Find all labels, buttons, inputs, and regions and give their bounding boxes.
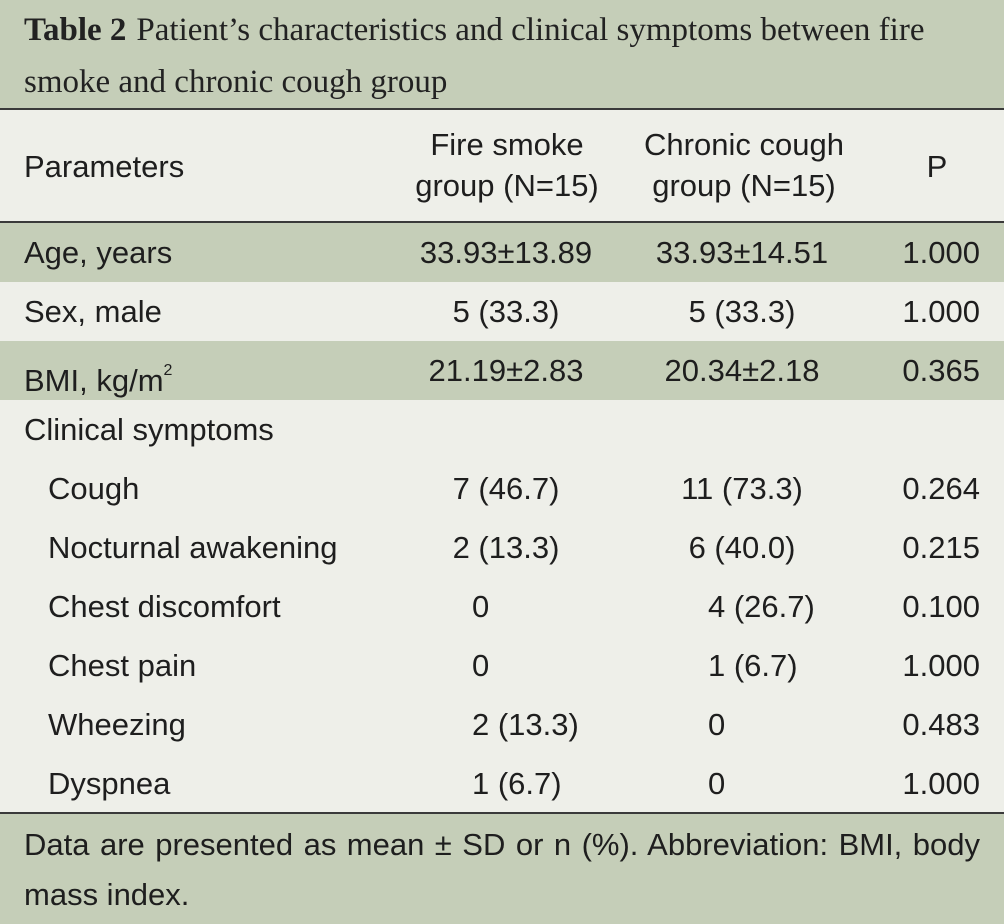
cell-fire: 2 (13.3) bbox=[472, 707, 579, 742]
cell-fire: 21.19±2.83 bbox=[428, 353, 584, 388]
header-chronic-line1: Chronic cough bbox=[644, 127, 844, 162]
cell-param-text: BMI, kg/m bbox=[24, 363, 164, 398]
cell-fire: 5 (33.3) bbox=[452, 294, 560, 329]
cell-chronic: 6 (40.0) bbox=[688, 530, 796, 565]
table-row: Nocturnal awakening 2 (13.3) 6 (40.0) 0.… bbox=[0, 518, 1004, 577]
cell-chronic: 1 (6.7) bbox=[708, 648, 798, 683]
table-header: Parameters Fire smoke group (N=15) Chron… bbox=[0, 110, 1004, 222]
cell-chronic: 0 bbox=[708, 707, 726, 742]
table-footnote: Data are presented as mean ± SD or n (%)… bbox=[0, 814, 1004, 924]
cell-p: 0.365 bbox=[902, 353, 980, 388]
cell-fire: 0 bbox=[472, 589, 490, 624]
cell-fire: 1 (6.7) bbox=[472, 766, 562, 801]
cell-p: 1.000 bbox=[902, 294, 980, 329]
table-row-section: Clinical symptoms bbox=[0, 400, 1004, 459]
cell-p: 0.483 bbox=[902, 707, 980, 742]
cell-chronic: 4 (26.7) bbox=[708, 589, 815, 624]
cell-fire: 7 (46.7) bbox=[452, 471, 560, 506]
cell-chronic: 5 (33.3) bbox=[688, 294, 796, 329]
header-fire-line2: group (N=15) bbox=[415, 168, 599, 203]
header-chronic-line2: group (N=15) bbox=[652, 168, 836, 203]
cell-param: BMI, kg/m2 bbox=[24, 341, 172, 410]
cell-p: 1.000 bbox=[902, 235, 980, 270]
header-p: P bbox=[926, 149, 948, 184]
header-parameters: Parameters bbox=[24, 149, 185, 184]
table-row: Age, years 33.93±13.89 33.93±14.51 1.000 bbox=[0, 223, 1004, 282]
cell-chronic: 33.93±14.51 bbox=[655, 235, 829, 270]
table-row: Chest discomfort 0 4 (26.7) 0.100 bbox=[0, 577, 1004, 636]
cell-chronic: 11 (73.3) bbox=[681, 471, 803, 506]
table-title: Patient’s characteristics and clinical s… bbox=[24, 12, 925, 100]
cell-p: 0.264 bbox=[902, 471, 980, 506]
header-fire-line1: Fire smoke bbox=[430, 127, 584, 162]
cell-p: 1.000 bbox=[902, 766, 980, 801]
cell-param: Cough bbox=[48, 471, 140, 506]
table-row: Chest pain 0 1 (6.7) 1.000 bbox=[0, 636, 1004, 695]
top-rule bbox=[0, 108, 1004, 110]
cell-param: Dyspnea bbox=[48, 766, 171, 801]
cell-param: Clinical symptoms bbox=[24, 412, 274, 447]
cell-fire: 33.93±13.89 bbox=[419, 235, 593, 270]
cell-param: Nocturnal awakening bbox=[48, 530, 338, 565]
table-row: Sex, male 5 (33.3) 5 (33.3) 1.000 bbox=[0, 282, 1004, 341]
cell-p: 0.100 bbox=[902, 589, 980, 624]
cell-p: 0.215 bbox=[902, 530, 980, 565]
header-chronic-cough: Chronic cough group (N=15) bbox=[628, 124, 860, 206]
table-row: Dyspnea 1 (6.7) 0 1.000 bbox=[0, 754, 1004, 813]
cell-param: Wheezing bbox=[48, 707, 186, 742]
cell-param: Chest discomfort bbox=[48, 589, 281, 624]
cell-p: 1.000 bbox=[902, 648, 980, 683]
cell-chronic: 20.34±2.18 bbox=[664, 353, 820, 388]
table-row: Wheezing 2 (13.3) 0 0.483 bbox=[0, 695, 1004, 754]
table-row: Cough 7 (46.7) 11 (73.3) 0.264 bbox=[0, 459, 1004, 518]
header-rule bbox=[0, 221, 1004, 223]
bottom-rule bbox=[0, 812, 1004, 814]
cell-param: Age, years bbox=[24, 235, 173, 270]
table-row: BMI, kg/m2 21.19±2.83 20.34±2.18 0.365 bbox=[0, 341, 1004, 400]
table-caption: Table 2 Patient’s characteristics and cli… bbox=[0, 0, 1004, 108]
table-label: Table 2 bbox=[24, 12, 127, 48]
cell-param: Sex, male bbox=[24, 294, 162, 329]
superscript: 2 bbox=[163, 362, 173, 379]
cell-fire: 2 (13.3) bbox=[452, 530, 560, 565]
cell-fire: 0 bbox=[472, 648, 490, 683]
cell-chronic: 0 bbox=[708, 766, 726, 801]
cell-param: Chest pain bbox=[48, 648, 197, 683]
header-fire-smoke: Fire smoke group (N=15) bbox=[404, 124, 610, 206]
